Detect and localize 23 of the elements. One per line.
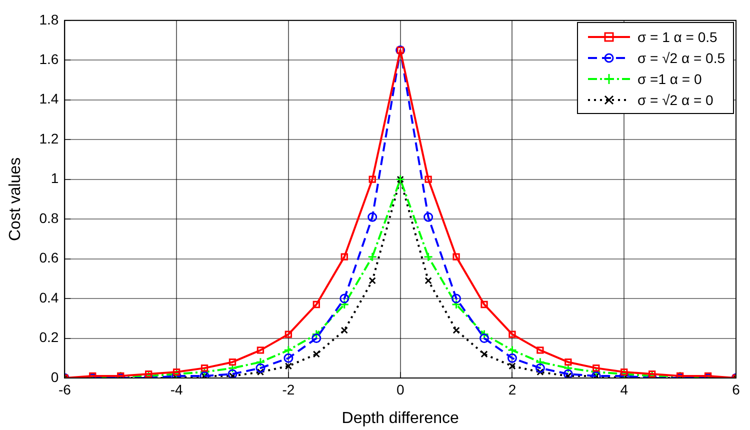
legend-label: σ = √2 α = 0.5 — [638, 50, 725, 66]
x-tick-label: 4 — [620, 381, 628, 398]
y-tick-label: 1.2 — [39, 130, 59, 146]
legend-label: σ = 1 α = 0.5 — [638, 28, 718, 45]
x-tick-label: 6 — [732, 381, 740, 398]
x-tick-label: 0 — [396, 381, 404, 398]
y-tick-label: 1 — [50, 170, 59, 186]
x-tick-label: 2 — [508, 381, 516, 398]
y-axis-title: Cost values — [7, 157, 24, 241]
y-tick-label: 0.2 — [39, 329, 59, 346]
y-tick-label: 1.8 — [39, 11, 59, 28]
y-tick-label: 0.8 — [39, 210, 59, 226]
legend-label: σ = √2 α = 0 — [638, 92, 714, 108]
y-tick-label: 0.4 — [39, 289, 59, 306]
y-tick-label: 0 — [50, 368, 59, 385]
x-tick-label: -6 — [58, 381, 72, 398]
y-tick-label: 1.4 — [39, 90, 59, 107]
y-tick-label: 1.6 — [39, 50, 59, 67]
x-tick-label: -2 — [282, 381, 295, 398]
x-axis-title: Depth difference — [342, 410, 459, 427]
x-tick-label: -4 — [170, 381, 183, 398]
y-tick-label: 0.6 — [39, 250, 59, 266]
legend-label: σ =1 α = 0 — [638, 70, 702, 87]
